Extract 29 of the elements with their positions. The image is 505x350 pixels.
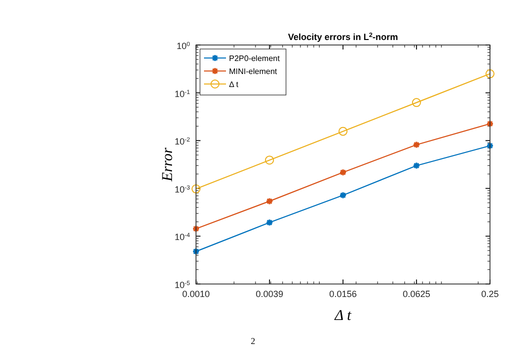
y-tick-label: 10$^{-5}$ xyxy=(174,280,191,290)
point xyxy=(192,184,200,194)
point xyxy=(486,69,494,78)
point xyxy=(265,156,274,165)
point xyxy=(339,191,347,200)
x-tick-label: 0.0010 xyxy=(182,289,210,299)
point xyxy=(266,218,274,226)
y-tick-label: 10$^{-2}$ xyxy=(174,136,191,147)
x-axis-title: Δ t xyxy=(334,308,352,324)
y-axis-title: Error xyxy=(160,148,176,182)
y-tick-label: 10$^{-1}$ xyxy=(174,88,191,99)
x-tick-label: 0.0039 xyxy=(256,289,284,299)
legend-label: MINI-element xyxy=(229,67,278,76)
x-tick-label: 0.0625 xyxy=(402,289,430,299)
point xyxy=(412,140,420,149)
point xyxy=(412,162,420,170)
point xyxy=(266,197,274,205)
x-tick-label: 0.25 xyxy=(481,289,499,299)
x-tick-label: 0.0156 xyxy=(329,289,357,299)
legend-label: Δ t xyxy=(229,80,240,89)
point xyxy=(339,168,347,176)
y-tick-label: 10$^{-4}$ xyxy=(174,232,191,242)
point xyxy=(338,126,348,136)
point xyxy=(412,98,421,108)
y-tick-label: 10$^{0}$ xyxy=(176,41,191,51)
y-tick-label: 10$^{-3}$ xyxy=(174,184,191,194)
chart-title: Velocity errors in L$^{2}$-norm xyxy=(288,32,398,42)
text: 2 xyxy=(250,336,256,346)
legend-label: P2P0-element xyxy=(229,54,280,63)
